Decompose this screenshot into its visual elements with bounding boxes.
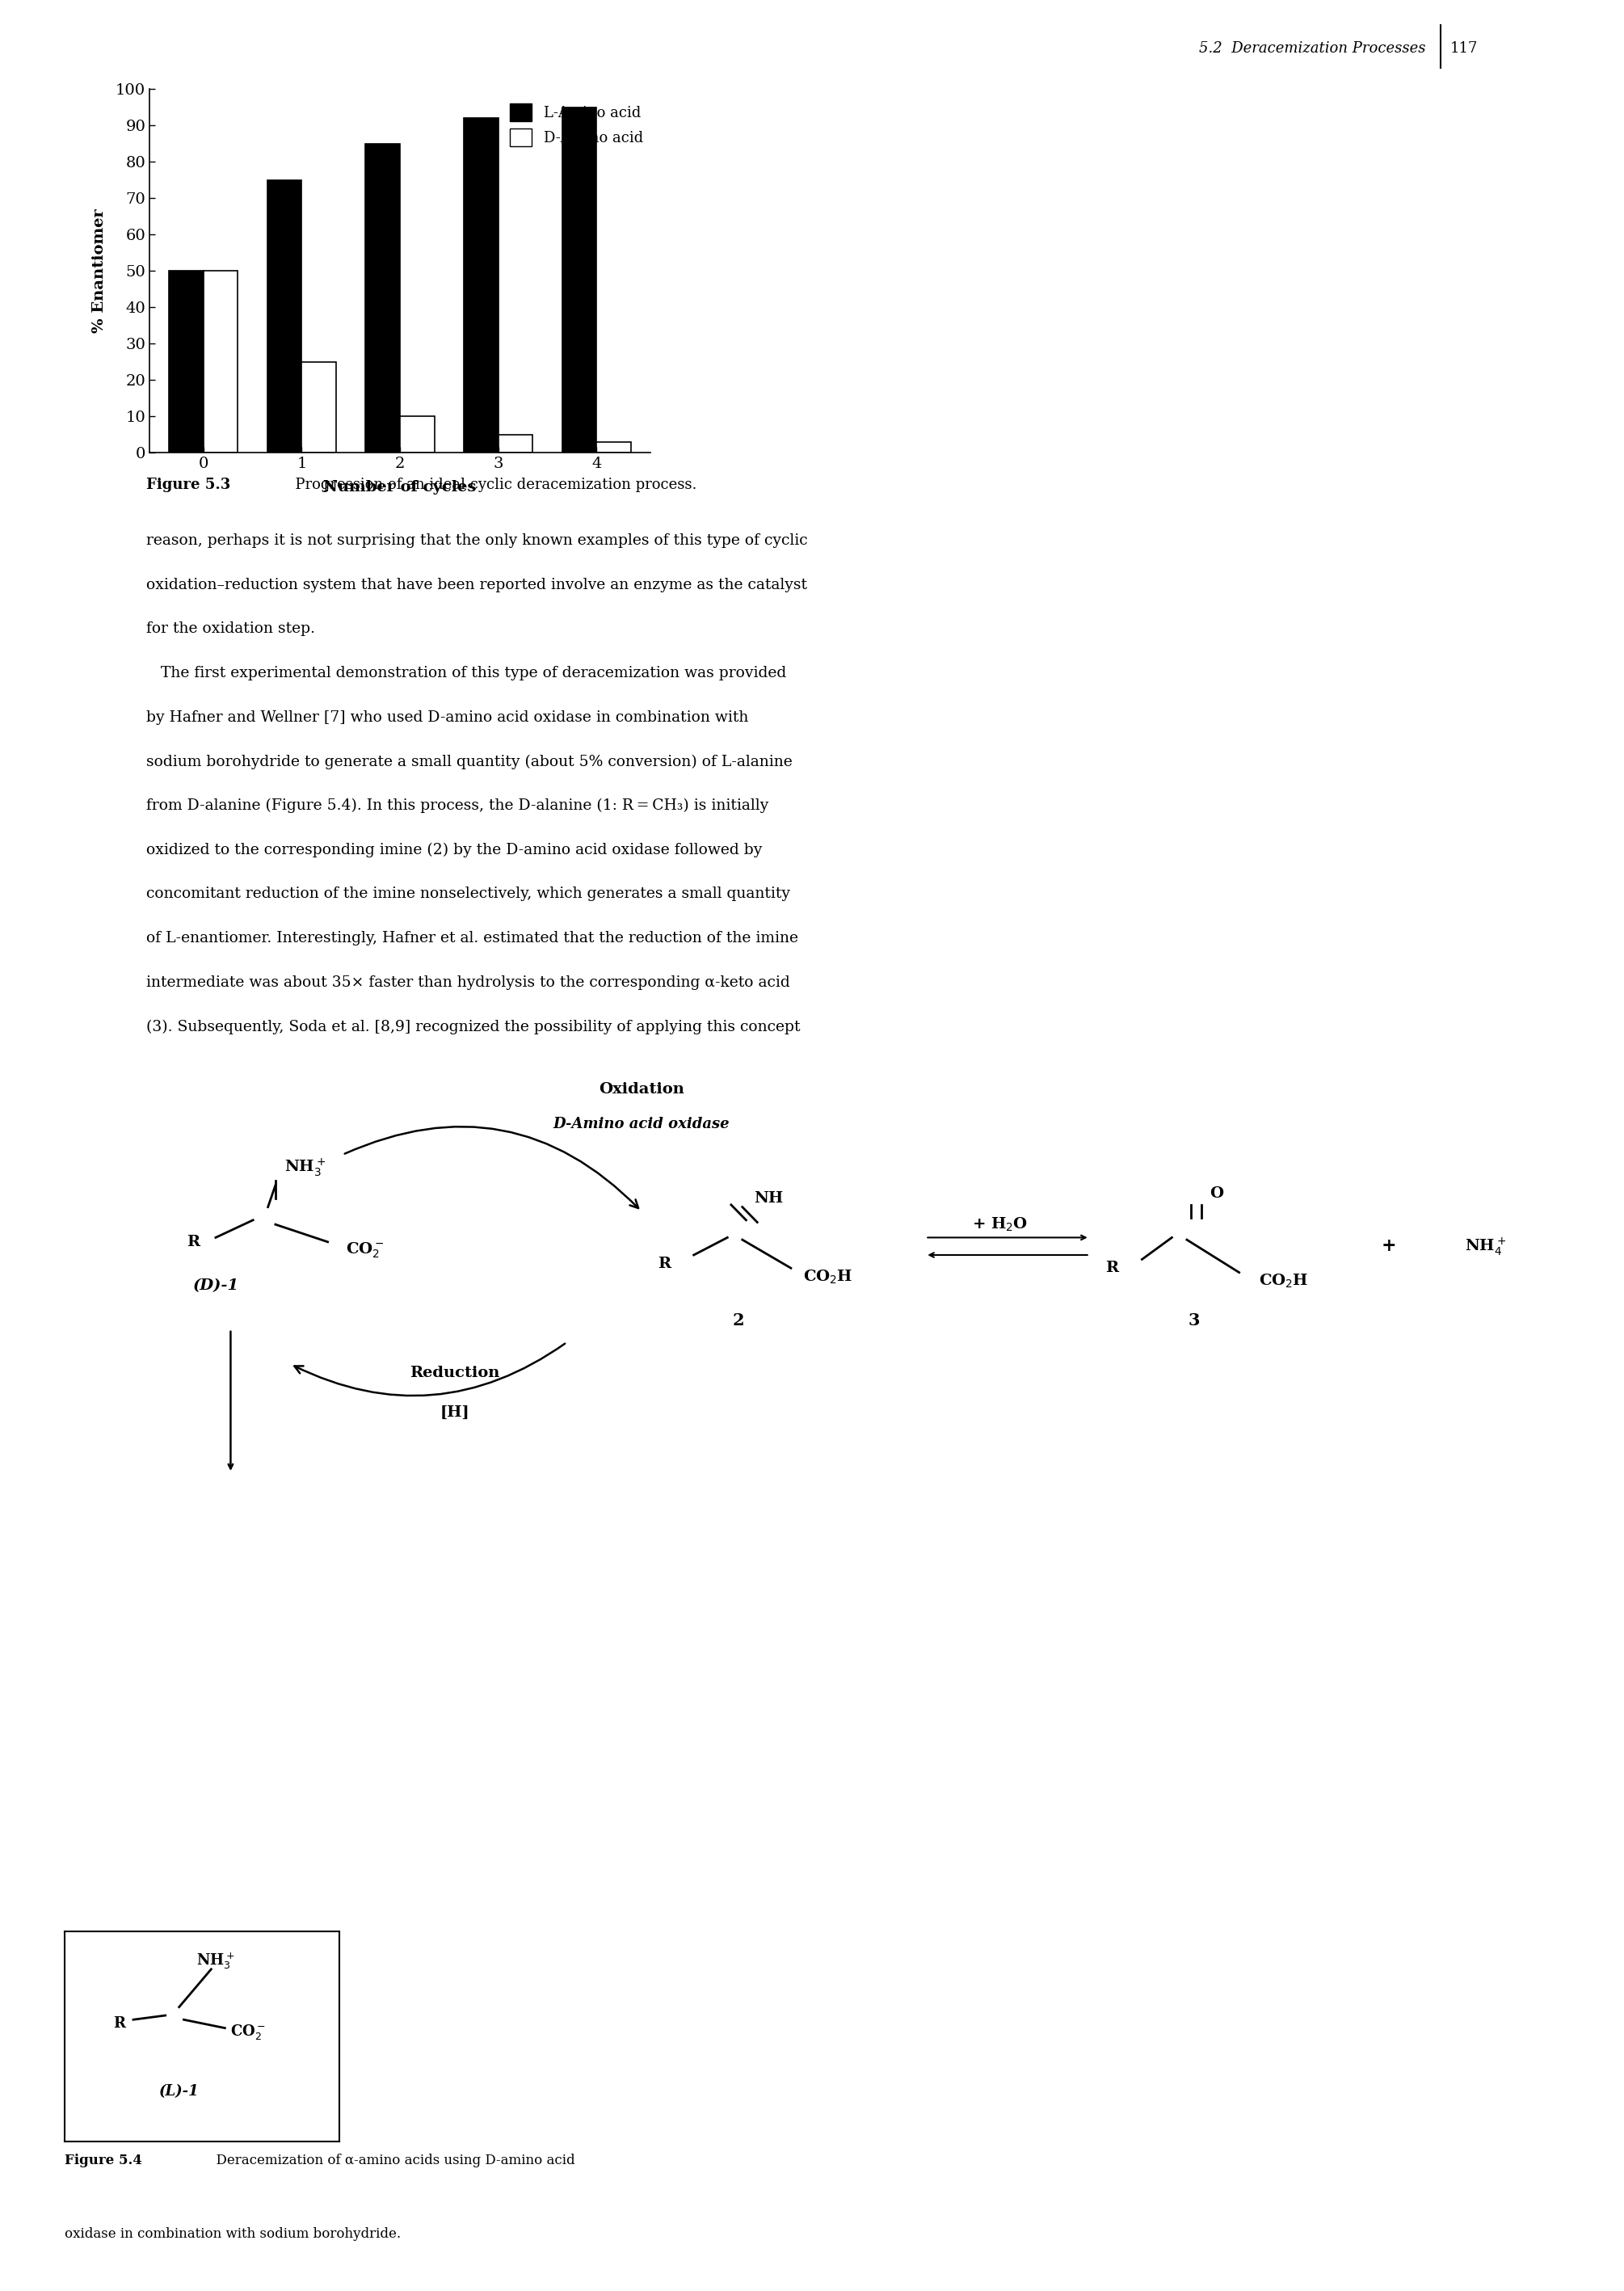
Bar: [203, 270, 237, 454]
Text: sodium borohydride to generate a small quantity (about 5% conversion) of L-alani: sodium borohydride to generate a small q…: [146, 754, 793, 770]
Text: Reduction: Reduction: [409, 1365, 500, 1379]
Text: D-Amino acid oxidase: D-Amino acid oxidase: [554, 1116, 729, 1132]
Text: R: R: [114, 2016, 125, 2032]
Text: NH: NH: [754, 1191, 783, 1205]
Text: Progression of an ideal cyclic deracemization process.: Progression of an ideal cyclic deracemiz…: [286, 477, 697, 493]
Text: (3). Subsequently, Soda et al. [8,9] recognized the possibility of applying this: (3). Subsequently, Soda et al. [8,9] rec…: [146, 1019, 801, 1033]
Text: oxidized to the corresponding imine (2) by the D-amino acid oxidase followed by: oxidized to the corresponding imine (2) …: [146, 843, 762, 857]
Bar: [596, 442, 630, 454]
Text: Figure 5.4: Figure 5.4: [65, 2154, 143, 2167]
Bar: [302, 362, 336, 454]
Text: oxidase in combination with sodium borohydride.: oxidase in combination with sodium boroh…: [65, 2227, 401, 2241]
Text: [H]: [H]: [440, 1404, 469, 1420]
Bar: [268, 179, 302, 454]
Text: oxidation–reduction system that have been reported involve an enzyme as the cata: oxidation–reduction system that have bee…: [146, 577, 807, 591]
Bar: [365, 144, 400, 454]
FancyArrowPatch shape: [294, 1343, 565, 1395]
Text: NH$_3^+$: NH$_3^+$: [197, 1952, 235, 1970]
FancyArrowPatch shape: [344, 1127, 638, 1207]
Text: CO$_2$H: CO$_2$H: [804, 1269, 853, 1285]
X-axis label: Number of cycles: Number of cycles: [323, 481, 476, 495]
Bar: [562, 108, 596, 454]
Text: 2: 2: [732, 1313, 744, 1329]
Text: of L-enantiomer. Interestingly, Hafner et al. estimated that the reduction of th: of L-enantiomer. Interestingly, Hafner e…: [146, 930, 797, 946]
Text: O: O: [1210, 1187, 1223, 1200]
Text: from D-alanine (Figure 5.4). In this process, the D-alanine (1: R = CH₃) is init: from D-alanine (Figure 5.4). In this pro…: [146, 800, 768, 813]
Text: 117: 117: [1450, 41, 1478, 55]
Text: by Hafner and Wellner [7] who used D-amino acid oxidase in combination with: by Hafner and Wellner [7] who used D-ami…: [146, 710, 749, 724]
Text: concomitant reduction of the imine nonselectively, which generates a small quant: concomitant reduction of the imine nonse…: [146, 887, 791, 900]
Text: CO$_2^-$: CO$_2^-$: [231, 2023, 265, 2041]
Text: (L)-1: (L)-1: [159, 2085, 200, 2099]
Text: Oxidation: Oxidation: [599, 1081, 684, 1097]
Bar: [464, 117, 499, 454]
Text: for the oxidation step.: for the oxidation step.: [146, 621, 315, 637]
Text: Deracemization of α-amino acids using D-amino acid: Deracemization of α-amino acids using D-…: [208, 2154, 575, 2167]
Text: intermediate was about 35× faster than hydrolysis to the corresponding α-keto ac: intermediate was about 35× faster than h…: [146, 976, 789, 990]
Text: (D)-1: (D)-1: [193, 1278, 239, 1292]
Text: + H$_2$O: + H$_2$O: [973, 1217, 1028, 1233]
Y-axis label: % Enantiomer: % Enantiomer: [93, 208, 107, 332]
Bar: [169, 270, 203, 454]
Text: CO$_2^-$: CO$_2^-$: [346, 1242, 385, 1260]
Text: Figure 5.3: Figure 5.3: [146, 477, 231, 493]
Text: R: R: [187, 1235, 200, 1249]
Bar: [400, 417, 434, 454]
Text: 5.2  Deracemization Processes: 5.2 Deracemization Processes: [1199, 41, 1426, 55]
Text: CO$_2$H: CO$_2$H: [1259, 1272, 1309, 1290]
Text: reason, perhaps it is not surprising that the only known examples of this type o: reason, perhaps it is not surprising tha…: [146, 534, 807, 548]
Text: +: +: [1380, 1237, 1397, 1255]
Text: R: R: [658, 1255, 671, 1272]
Text: NH$_4^+$: NH$_4^+$: [1465, 1235, 1507, 1258]
Bar: [499, 435, 533, 454]
Text: R: R: [1106, 1260, 1119, 1276]
Text: The first experimental demonstration of this type of deracemization was provided: The first experimental demonstration of …: [146, 667, 786, 680]
Text: 3: 3: [1189, 1313, 1200, 1329]
Text: NH$_3^+$: NH$_3^+$: [284, 1157, 326, 1178]
Legend: L-Amino acid, D-Amino acid: L-Amino acid, D-Amino acid: [510, 103, 643, 147]
